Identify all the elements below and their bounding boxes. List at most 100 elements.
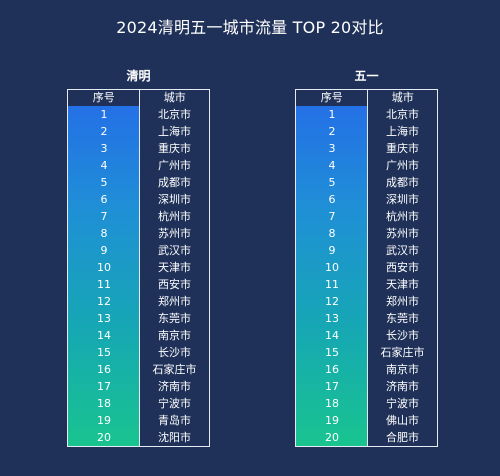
- table-row: 1: [68, 106, 140, 123]
- rank-cell: 17: [97, 380, 111, 393]
- city-column: 北京市 上海市 重庆市 广州市 成都市 深圳市 杭州市 苏州市 武汉市 天津市 西安市 郑州市 东莞市南…: [139, 106, 209, 446]
- city-cell: 成都市: [386, 176, 419, 189]
- table-row: 1: [296, 106, 368, 123]
- rank-cell: 6: [328, 193, 336, 206]
- rank-cell: 18: [325, 397, 339, 410]
- table-row: 深圳市: [140, 191, 209, 208]
- city-cell: 郑州市: [158, 295, 191, 308]
- city-cell: 西安市: [158, 278, 191, 291]
- table-row: 武汉市: [368, 242, 437, 259]
- table-row: 南京市: [368, 361, 437, 378]
- city-cell: 杭州市: [158, 210, 191, 223]
- table-row: 西安市: [368, 259, 437, 276]
- city-cell: 北京市: [158, 108, 191, 121]
- city-cell: 北京市: [386, 108, 419, 121]
- table-row: 深圳市: [368, 191, 437, 208]
- table-row: 8: [296, 225, 368, 242]
- wuyi-panel: 五一 序号 城市 1 2 3 4 5 6 7 8 9 10 11 12 13 14 15 16 17 18 19 20…: [295, 67, 438, 447]
- city-cell: 重庆市: [386, 142, 419, 155]
- table-row: 5: [68, 174, 140, 191]
- city-cell: 武汉市: [158, 244, 191, 257]
- table-row: 上海市: [140, 123, 209, 140]
- table-header-row: 序号 城市: [296, 90, 437, 106]
- table-row: 济南市: [140, 378, 209, 395]
- wuyi-panel-title: 五一: [354, 69, 379, 83]
- city-cell: 东莞市: [386, 312, 419, 325]
- rank-cell: 4: [328, 159, 336, 172]
- table-row: 10: [296, 259, 368, 276]
- table-row: 18: [68, 395, 140, 412]
- city-cell: 苏州市: [158, 227, 191, 240]
- table-row: 12: [296, 293, 368, 310]
- city-cell: 青岛市: [158, 414, 191, 427]
- table-row: 9: [68, 242, 140, 259]
- table-row: 成都市: [140, 174, 209, 191]
- table-row: 19: [296, 412, 368, 429]
- table-row: 11: [296, 276, 368, 293]
- qingming-table: 序号 城市 1 2 3 4 5 6 7 8 9 10 11 12 13 14 15 16 17 18 19 20 北京…: [67, 89, 210, 447]
- table-row: 北京市: [368, 106, 437, 123]
- rank-cell: 2: [100, 125, 108, 138]
- city-cell: 上海市: [386, 125, 419, 138]
- rank-cell: 11: [97, 278, 111, 291]
- city-cell: 杭州市: [386, 210, 419, 223]
- table-row: 长沙市: [368, 327, 437, 344]
- city-cell: 佛山市: [386, 414, 419, 427]
- rank-cell: 17: [325, 380, 339, 393]
- table-row: 佛山市: [368, 412, 437, 429]
- rank-cell: 7: [328, 210, 336, 223]
- rank-cell: 15: [325, 346, 339, 359]
- table-row: 东莞市: [140, 310, 209, 327]
- rank-column: 1 2 3 4 5 6 7 8 9 10 11 12 13 14 15 16 17 18 19 20: [296, 106, 368, 446]
- city-cell: 济南市: [158, 380, 191, 393]
- table-row: 天津市: [368, 276, 437, 293]
- table-row: 12: [68, 293, 140, 310]
- city-cell: 天津市: [386, 278, 419, 291]
- table-row: 18: [296, 395, 368, 412]
- page-title: 2024清明五一城市流量 TOP 20对比: [116, 18, 384, 37]
- rank-cell: 13: [97, 312, 111, 325]
- city-cell: 广州市: [158, 159, 191, 172]
- table-row: 17: [68, 378, 140, 395]
- table-row: 14: [68, 327, 140, 344]
- table-row: 重庆市: [368, 140, 437, 157]
- city-cell: 长沙市: [158, 346, 191, 359]
- rank-cell: 7: [100, 210, 108, 223]
- rank-column-header: 序号: [68, 90, 141, 106]
- table-row: 广州市: [140, 157, 209, 174]
- table-row: 石家庄市: [368, 344, 437, 361]
- rank-cell: 11: [325, 278, 339, 291]
- table-row: 天津市: [140, 259, 209, 276]
- city-column-header: 城市: [163, 91, 186, 104]
- rank-column: 1 2 3 4 5 6 7 8 9 10 11 12 13 14 15 16 17 18 19 20: [68, 106, 140, 446]
- city-cell: 深圳市: [386, 193, 419, 206]
- rank-cell: 8: [328, 227, 336, 240]
- table-row: 2: [68, 123, 140, 140]
- rank-cell: 9: [328, 244, 336, 257]
- wuyi-table: 序号 城市 1 2 3 4 5 6 7 8 9 10 11 12 13 14 15 16 17 18 19 20 北京…: [295, 89, 438, 447]
- rank-cell: 9: [100, 244, 108, 257]
- rank-cell: 19: [325, 414, 339, 427]
- table-row: 苏州市: [368, 225, 437, 242]
- city-cell: 东莞市: [158, 312, 191, 325]
- rank-cell: 5: [100, 176, 108, 189]
- table-row: 7: [296, 208, 368, 225]
- city-cell: 石家庄市: [152, 363, 197, 376]
- city-cell: 上海市: [158, 125, 191, 138]
- table-row: 6: [68, 191, 140, 208]
- table-row: 杭州市: [368, 208, 437, 225]
- table-row: 上海市: [368, 123, 437, 140]
- table-row: 10: [68, 259, 140, 276]
- table-row: 7: [68, 208, 140, 225]
- city-cell: 合肥市: [386, 431, 419, 444]
- rank-cell: 19: [97, 414, 111, 427]
- table-header-row: 序号 城市: [68, 90, 209, 106]
- table-row: 5: [296, 174, 368, 191]
- city-cell: 深圳市: [158, 193, 191, 206]
- table-body: 1 2 3 4 5 6 7 8 9 10 11 12 13 14 15 16 17 18 19 20 北京市 上海市 重庆…: [68, 106, 209, 446]
- rank-cell: 12: [97, 295, 111, 308]
- rank-cell: 18: [97, 397, 111, 410]
- city-cell: 天津市: [158, 261, 191, 274]
- rank-cell: 14: [325, 329, 339, 342]
- table-row: 宁波市: [140, 395, 209, 412]
